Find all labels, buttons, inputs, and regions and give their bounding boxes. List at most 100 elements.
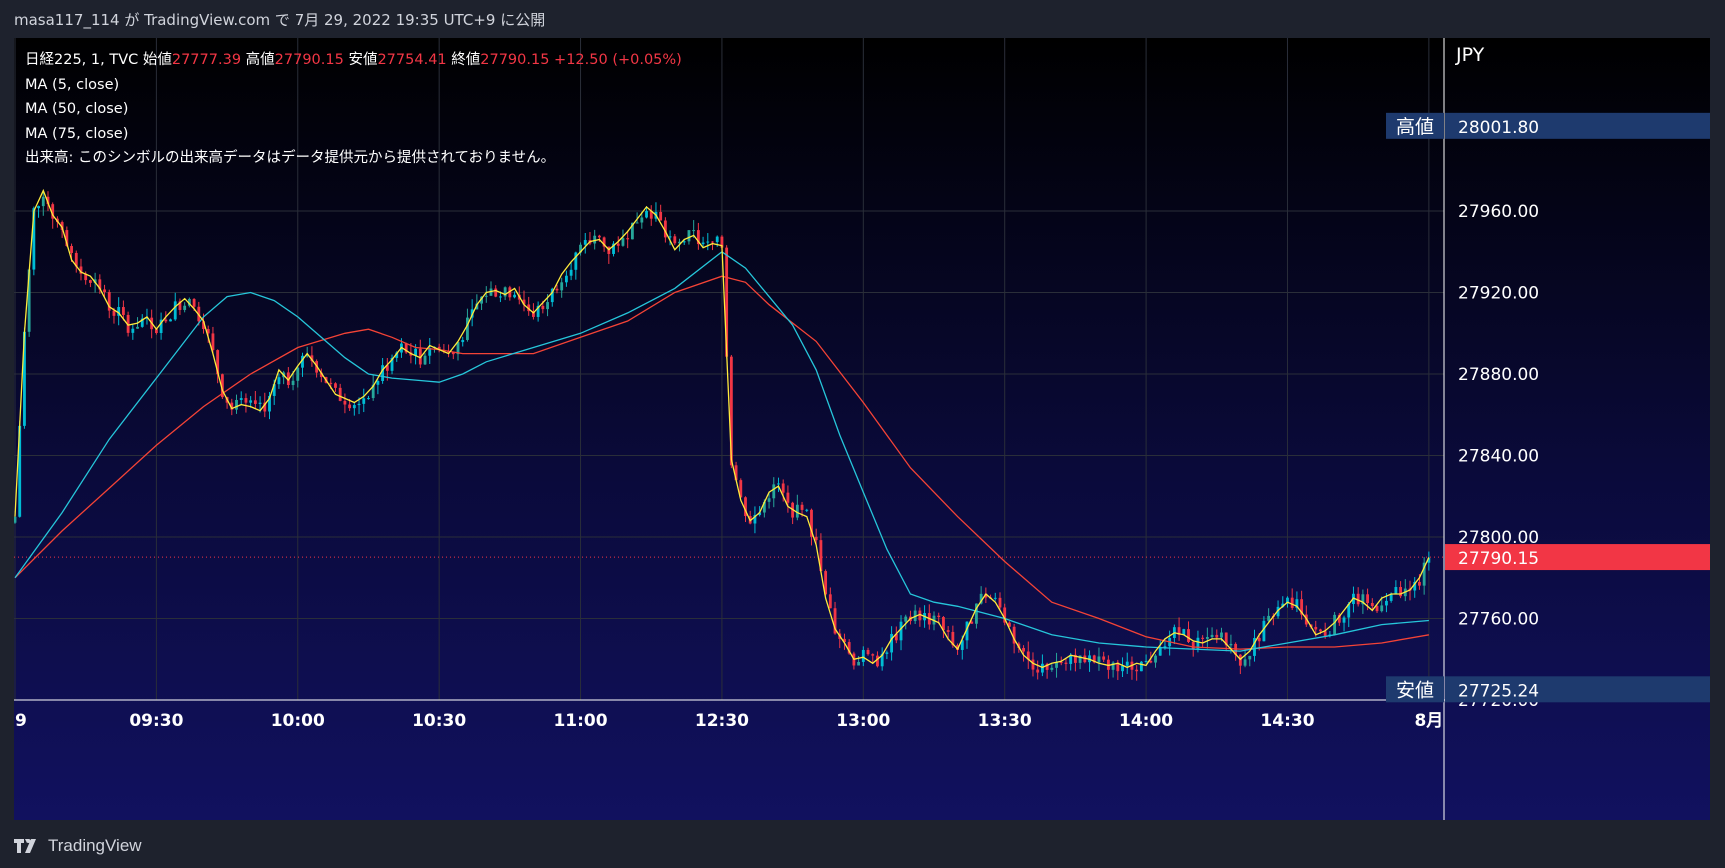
- candle-body: [1182, 629, 1186, 635]
- candle-body: [560, 282, 564, 291]
- candle: [282, 370, 286, 385]
- candle: [1177, 617, 1181, 641]
- candle: [781, 479, 785, 502]
- candle-body: [51, 204, 55, 219]
- candle-body: [1026, 651, 1030, 660]
- candle: [1267, 608, 1271, 623]
- candle-body: [711, 241, 714, 243]
- candle: [338, 383, 342, 402]
- volume-note[interactable]: 出来高: このシンボルの出来高データはデータ提供元から提供されておりません。: [25, 150, 556, 166]
- candle-body: [41, 196, 45, 207]
- close-label: 終値: [451, 52, 481, 68]
- candle-body: [861, 649, 865, 662]
- candle: [451, 352, 455, 360]
- candle-body: [1394, 587, 1398, 594]
- candle-body: [720, 236, 724, 248]
- candle: [98, 274, 102, 294]
- candle-body: [1139, 661, 1143, 672]
- tradingview-logo-icon: [14, 839, 36, 853]
- candle: [291, 371, 295, 391]
- candle: [824, 569, 828, 596]
- candle-body: [984, 593, 988, 598]
- symbol-label[interactable]: 日経225, 1, TVC: [25, 52, 139, 68]
- candle-body: [1064, 662, 1068, 664]
- ma5-legend[interactable]: MA (5, close): [25, 76, 120, 93]
- last-price-badge: 27790.15: [1445, 544, 1710, 571]
- candle: [927, 604, 931, 630]
- candle-body: [692, 230, 696, 232]
- candle: [1125, 652, 1129, 674]
- candle-body: [1385, 600, 1388, 606]
- candle-body: [1224, 632, 1228, 646]
- candle-body: [206, 329, 210, 334]
- candle-body: [338, 387, 342, 401]
- candle: [277, 373, 281, 389]
- candle: [753, 506, 757, 534]
- candle-body: [131, 328, 135, 333]
- candle: [579, 242, 582, 256]
- candle-body: [899, 621, 903, 641]
- candle-body: [1069, 654, 1073, 664]
- candle-body: [767, 498, 771, 502]
- price-chart[interactable]: JPY27720.0027760.0027800.0027840.0027880…: [14, 38, 1710, 820]
- candle-body: [253, 400, 257, 404]
- chart-panel[interactable]: JPY27720.0027760.0027800.0027840.0027880…: [14, 38, 1710, 820]
- candle-body: [753, 514, 757, 524]
- footer-brand[interactable]: TradingView: [14, 834, 142, 858]
- candle-body: [202, 321, 205, 330]
- candle-body: [687, 230, 691, 242]
- candle: [564, 270, 568, 287]
- candle: [616, 236, 620, 253]
- candle: [984, 587, 988, 604]
- candle: [1187, 621, 1190, 644]
- candle: [810, 508, 813, 546]
- candle-body: [220, 374, 224, 398]
- candle-body: [1267, 615, 1271, 621]
- candle: [1356, 587, 1360, 607]
- candle-body: [145, 317, 149, 319]
- candle-body: [673, 236, 677, 244]
- candle-body: [1413, 581, 1417, 591]
- candle: [569, 261, 573, 281]
- candle: [1022, 645, 1025, 662]
- candle-body: [1163, 646, 1167, 648]
- ma75-legend[interactable]: MA (75, close): [25, 125, 129, 142]
- candle: [1102, 651, 1106, 663]
- candle: [1399, 581, 1402, 599]
- price-label-name: 高値: [1396, 116, 1434, 138]
- candle: [1205, 627, 1209, 649]
- publish-info: masa117_114 が TradingView.com で 7月 29, 2…: [0, 0, 1725, 38]
- ma50-legend[interactable]: MA (50, close): [25, 101, 129, 117]
- candle: [1201, 635, 1205, 648]
- candle: [371, 374, 375, 401]
- candle: [522, 290, 526, 312]
- currency-label: JPY: [1455, 44, 1485, 66]
- candle-body: [1031, 659, 1035, 670]
- candle: [239, 391, 243, 406]
- candle: [706, 233, 710, 251]
- candle-body: [296, 367, 300, 381]
- candle-body: [885, 652, 889, 654]
- candle-body: [1253, 637, 1256, 656]
- candle: [423, 353, 427, 365]
- candle-body: [1319, 629, 1322, 632]
- candle: [206, 325, 210, 343]
- candle-body: [466, 317, 469, 340]
- candle: [791, 501, 795, 525]
- open-value: 27777.39: [171, 52, 242, 68]
- candle-body: [46, 196, 50, 205]
- candle-body: [1262, 620, 1266, 642]
- price-tick-label: 27880.00: [1458, 365, 1539, 385]
- candle-body: [857, 661, 861, 666]
- candle-body: [659, 211, 663, 221]
- candle: [536, 301, 540, 322]
- time-tick-label: 11:00: [553, 711, 607, 731]
- candle-body: [513, 294, 516, 298]
- candle-body: [88, 280, 92, 283]
- candle-body: [484, 295, 488, 297]
- candle-body: [1286, 597, 1289, 604]
- candle: [696, 222, 700, 250]
- candle: [367, 395, 370, 400]
- candle: [301, 352, 304, 377]
- candle: [1092, 654, 1096, 664]
